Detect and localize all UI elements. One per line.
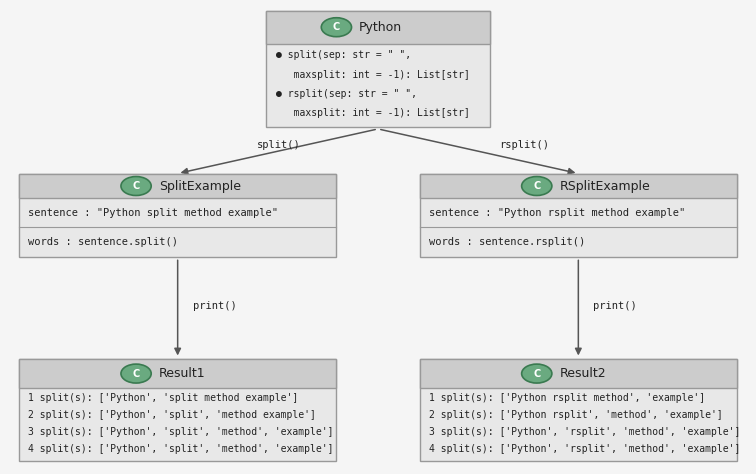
Text: 2 split(s): ['Python', 'split', 'method example']: 2 split(s): ['Python', 'split', 'method … — [28, 410, 316, 420]
Text: C: C — [533, 369, 541, 379]
FancyBboxPatch shape — [420, 359, 737, 388]
Text: Python: Python — [359, 21, 402, 34]
Text: print(): print() — [593, 301, 637, 311]
Text: 1 split(s): ['Python rsplit method', 'example']: 1 split(s): ['Python rsplit method', 'ex… — [429, 393, 705, 403]
Circle shape — [522, 176, 552, 195]
Text: 1 split(s): ['Python', 'split method example']: 1 split(s): ['Python', 'split method exa… — [28, 393, 298, 403]
Text: maxsplit: int = -1): List[str]: maxsplit: int = -1): List[str] — [275, 108, 469, 118]
Text: 4 split(s): ['Python', 'rsplit', 'method', 'example']: 4 split(s): ['Python', 'rsplit', 'method… — [429, 444, 740, 454]
FancyBboxPatch shape — [420, 174, 737, 257]
Circle shape — [522, 364, 552, 383]
Text: 3 split(s): ['Python', 'split', 'method', 'example']: 3 split(s): ['Python', 'split', 'method'… — [28, 427, 333, 437]
FancyBboxPatch shape — [19, 174, 336, 198]
Circle shape — [121, 364, 151, 383]
Text: sentence : "Python split method example": sentence : "Python split method example" — [28, 208, 278, 218]
Text: C: C — [132, 369, 140, 379]
FancyBboxPatch shape — [266, 11, 490, 127]
Circle shape — [121, 176, 151, 195]
Text: Result1: Result1 — [159, 367, 206, 380]
Text: RSplitExample: RSplitExample — [559, 180, 650, 192]
Text: words : sentence.split(): words : sentence.split() — [28, 237, 178, 247]
Text: Result2: Result2 — [559, 367, 606, 380]
Text: 3 split(s): ['Python', 'rsplit', 'method', 'example']: 3 split(s): ['Python', 'rsplit', 'method… — [429, 427, 740, 437]
Text: C: C — [333, 22, 340, 32]
Text: 2 split(s): ['Python rsplit', 'method', 'example']: 2 split(s): ['Python rsplit', 'method', … — [429, 410, 723, 420]
FancyBboxPatch shape — [420, 174, 737, 198]
Text: rsplit(): rsplit() — [499, 139, 549, 150]
Text: SplitExample: SplitExample — [159, 180, 240, 192]
Circle shape — [321, 18, 352, 36]
Text: 4 split(s): ['Python', 'split', 'method', 'example']: 4 split(s): ['Python', 'split', 'method'… — [28, 444, 333, 454]
FancyBboxPatch shape — [19, 359, 336, 388]
FancyBboxPatch shape — [19, 359, 336, 461]
Text: maxsplit: int = -1): List[str]: maxsplit: int = -1): List[str] — [275, 70, 469, 80]
Text: sentence : "Python rsplit method example": sentence : "Python rsplit method example… — [429, 208, 685, 218]
Text: ● split(sep: str = " ",: ● split(sep: str = " ", — [275, 50, 411, 60]
FancyBboxPatch shape — [420, 359, 737, 461]
Text: split(): split() — [257, 139, 301, 150]
Text: ● rsplit(sep: str = " ",: ● rsplit(sep: str = " ", — [275, 89, 417, 99]
Text: print(): print() — [193, 301, 237, 311]
FancyBboxPatch shape — [266, 10, 490, 44]
Text: C: C — [533, 181, 541, 191]
Text: words : sentence.rsplit(): words : sentence.rsplit() — [429, 237, 585, 247]
Text: C: C — [132, 181, 140, 191]
FancyBboxPatch shape — [19, 174, 336, 257]
